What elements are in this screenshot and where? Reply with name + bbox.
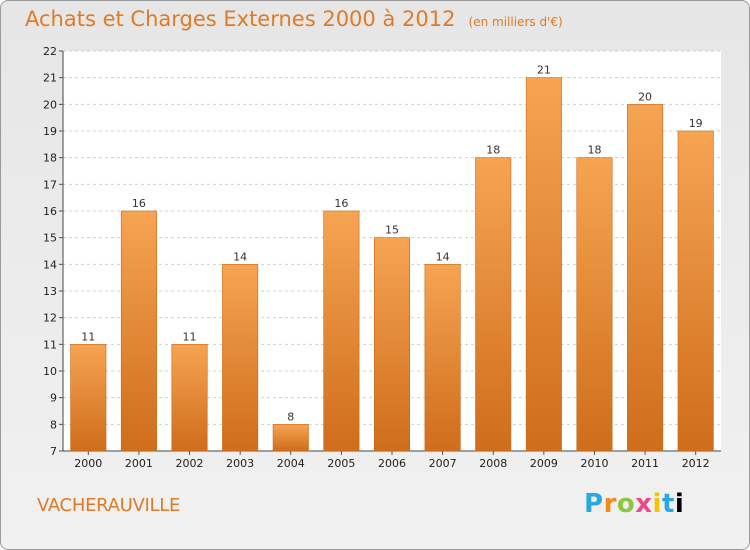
bar-value-label: 14 [436, 250, 450, 263]
y-tick-label: 19 [43, 125, 57, 138]
bar [373, 237, 411, 452]
bar [272, 424, 309, 452]
x-tick-label: 2004 [277, 457, 305, 470]
x-tick-label: 2009 [530, 457, 558, 470]
bar-value-label: 11 [183, 330, 197, 343]
x-tick-label: 2008 [479, 457, 507, 470]
bar-value-label: 8 [287, 410, 294, 423]
y-tick-label: 20 [43, 98, 57, 111]
title-row: Achats et Charges Externes 2000 à 2012 (… [25, 7, 563, 31]
logo-letter: x [635, 489, 653, 519]
y-tick-label: 7 [50, 445, 57, 458]
logo-letter: i [652, 489, 662, 519]
y-tick-label: 9 [50, 392, 57, 405]
y-tick-label: 12 [43, 312, 57, 325]
logo-letter: P [584, 489, 604, 519]
y-tick-label: 10 [43, 365, 57, 378]
bar [424, 264, 461, 452]
logo-letter: o [616, 489, 636, 519]
bar-value-label: 20 [638, 90, 652, 103]
y-tick-label: 16 [43, 205, 57, 218]
x-tick-label: 2001 [125, 457, 153, 470]
logo-letter: t [661, 489, 675, 519]
bar-value-label: 16 [132, 197, 146, 210]
y-tick-label: 17 [43, 178, 57, 191]
bar-value-label: 14 [233, 250, 247, 263]
y-tick-label: 15 [43, 232, 57, 245]
bar [525, 77, 562, 452]
bar [323, 210, 360, 452]
bar [171, 344, 208, 452]
bar [627, 104, 664, 452]
y-tick-label: 22 [43, 45, 57, 58]
y-tick-label: 18 [43, 152, 57, 165]
y-tick-label: 21 [43, 72, 57, 85]
bar-value-label: 21 [537, 64, 551, 77]
logo-letter: r [603, 489, 617, 519]
y-tick-label: 13 [43, 285, 57, 298]
bar-value-label: 15 [385, 224, 399, 237]
bar [70, 344, 107, 452]
y-tick-label: 11 [43, 338, 57, 351]
x-tick-label: 2002 [176, 457, 204, 470]
bar [120, 210, 157, 452]
x-tick-label: 2006 [378, 457, 406, 470]
bar [475, 157, 512, 452]
x-tick-label: 2005 [327, 457, 355, 470]
bar-value-label: 11 [81, 330, 95, 343]
x-tick-label: 2012 [682, 457, 710, 470]
y-tick-label: 8 [50, 418, 57, 431]
commune-name: VACHERAUVILLE [37, 495, 181, 516]
chart-subtitle: (en milliers d'€) [468, 15, 563, 29]
x-tick-label: 2003 [226, 457, 254, 470]
bar-value-label: 16 [334, 197, 348, 210]
bar-value-label: 18 [486, 144, 500, 157]
bar [677, 130, 714, 452]
bar-value-label: 18 [587, 144, 601, 157]
logo-letter: i [674, 489, 685, 519]
chart-title: Achats et Charges Externes 2000 à 2012 [25, 7, 456, 31]
x-tick-label: 2007 [429, 457, 457, 470]
x-tick-label: 2010 [580, 457, 608, 470]
bar-value-label: 19 [689, 117, 703, 130]
x-tick-label: 2000 [74, 457, 102, 470]
bar [222, 264, 259, 452]
y-tick-label: 14 [43, 258, 57, 271]
x-tick-label: 2011 [631, 457, 659, 470]
bar [576, 157, 613, 452]
proxiti-logo[interactable]: Proxiti [584, 489, 684, 519]
